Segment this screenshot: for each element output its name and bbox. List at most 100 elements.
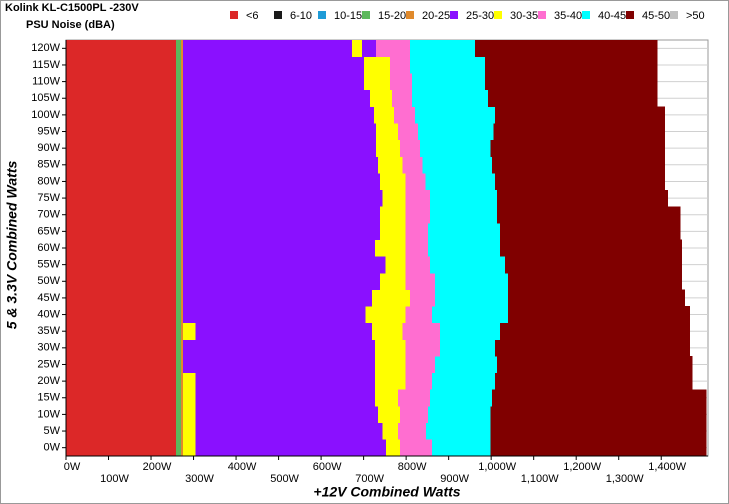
x-tick-label: 1,200W [563, 461, 602, 473]
heat-cell [182, 139, 376, 157]
x-tick-label: 100W [100, 473, 129, 485]
y-tick-label: 50W [37, 275, 60, 287]
heat-cell [402, 322, 441, 340]
heat-cell [181, 156, 183, 174]
heat-cell [429, 389, 493, 407]
heat-cell [385, 256, 406, 274]
heat-cell [398, 422, 427, 440]
heat-cell [405, 356, 436, 374]
legend-swatch [274, 11, 282, 19]
heat-cell [66, 372, 177, 390]
heat-cell [176, 173, 182, 191]
heat-cell [494, 339, 691, 357]
heat-cell [375, 339, 406, 357]
heat-cell [66, 239, 177, 257]
heat-cell [182, 40, 353, 57]
x-tick-label: 500W [270, 473, 299, 485]
heat-cell [375, 372, 406, 390]
heat-cell [182, 173, 381, 191]
heat-cell [375, 389, 399, 407]
heat-cell [176, 339, 182, 357]
heat-cell [176, 123, 182, 141]
legend-label: 20-25 [422, 10, 450, 22]
heat-cell [195, 439, 387, 457]
legend-swatch [626, 11, 634, 19]
heat-cell [372, 322, 403, 340]
heat-cell [66, 206, 177, 224]
heat-cell [432, 306, 509, 324]
y-tick-label: 100W [31, 109, 60, 121]
x-tick-label: 600W [313, 461, 342, 473]
heat-cell [488, 89, 658, 107]
heat-cell [176, 372, 182, 390]
heat-cell [375, 40, 410, 57]
heat-cell [429, 256, 506, 274]
heat-cell [182, 439, 196, 457]
heat-cell [181, 406, 183, 424]
heat-cell [405, 223, 429, 240]
heat-cell [429, 206, 498, 224]
heat-cell [181, 206, 183, 224]
heat-cell [500, 223, 681, 240]
heat-cell [182, 56, 365, 74]
heat-cell [440, 322, 501, 340]
heat-cell [428, 406, 491, 424]
heat-cell [195, 406, 379, 424]
heat-cell [425, 173, 495, 191]
heat-cell [181, 289, 183, 307]
heat-cell [497, 356, 693, 374]
heat-cell [181, 439, 183, 457]
heat-cell [508, 289, 686, 307]
heat-cell [182, 206, 381, 224]
heat-cell [182, 339, 376, 357]
heat-cell [181, 189, 183, 207]
heat-cell [428, 239, 501, 257]
heat-cell [418, 123, 494, 141]
heat-cell [435, 272, 509, 290]
heat-cell [182, 123, 376, 141]
y-tick-label: 30W [37, 342, 60, 354]
heat-cell [182, 422, 196, 440]
heat-cell [181, 239, 183, 257]
heat-cell [66, 173, 177, 191]
heat-cell [176, 106, 182, 124]
heat-cell [378, 406, 401, 424]
heat-cell [497, 189, 669, 207]
heat-cell [66, 272, 177, 290]
x-tick-label: 0W [64, 461, 81, 473]
heat-cell [181, 322, 183, 340]
heat-cell [405, 339, 441, 357]
heat-cell [494, 372, 693, 390]
legend-swatch [230, 11, 238, 19]
heat-cell [66, 322, 177, 340]
heat-cell [195, 389, 376, 407]
heat-cell [380, 272, 406, 290]
heat-cell [181, 256, 183, 274]
heat-cell [176, 206, 182, 224]
x-tick-label: 1,300W [606, 473, 645, 485]
x-axis-title: +12V Combined Watts [313, 484, 460, 500]
heat-cell [176, 89, 182, 107]
heat-cell [398, 389, 430, 407]
heat-cell [400, 406, 429, 424]
heat-cell [182, 223, 381, 240]
heat-cell [181, 73, 183, 91]
x-tick-label: 200W [143, 461, 172, 473]
heat-cell [66, 306, 177, 324]
heat-cell [66, 106, 177, 124]
heat-cell [415, 106, 495, 124]
heat-cell [66, 422, 177, 440]
legend-label: <6 [246, 10, 259, 22]
x-tick-label: 1,400W [648, 461, 687, 473]
heat-cell [440, 339, 495, 357]
y-tick-label: 45W [37, 292, 60, 304]
heat-cell [490, 422, 707, 440]
heat-cell [182, 239, 376, 257]
heat-cell [412, 73, 486, 91]
legend-label: 40-45 [598, 10, 626, 22]
heat-cell [435, 289, 509, 307]
heat-cell [66, 156, 177, 174]
legend-label: 35-40 [554, 10, 582, 22]
heat-cell [182, 389, 196, 407]
